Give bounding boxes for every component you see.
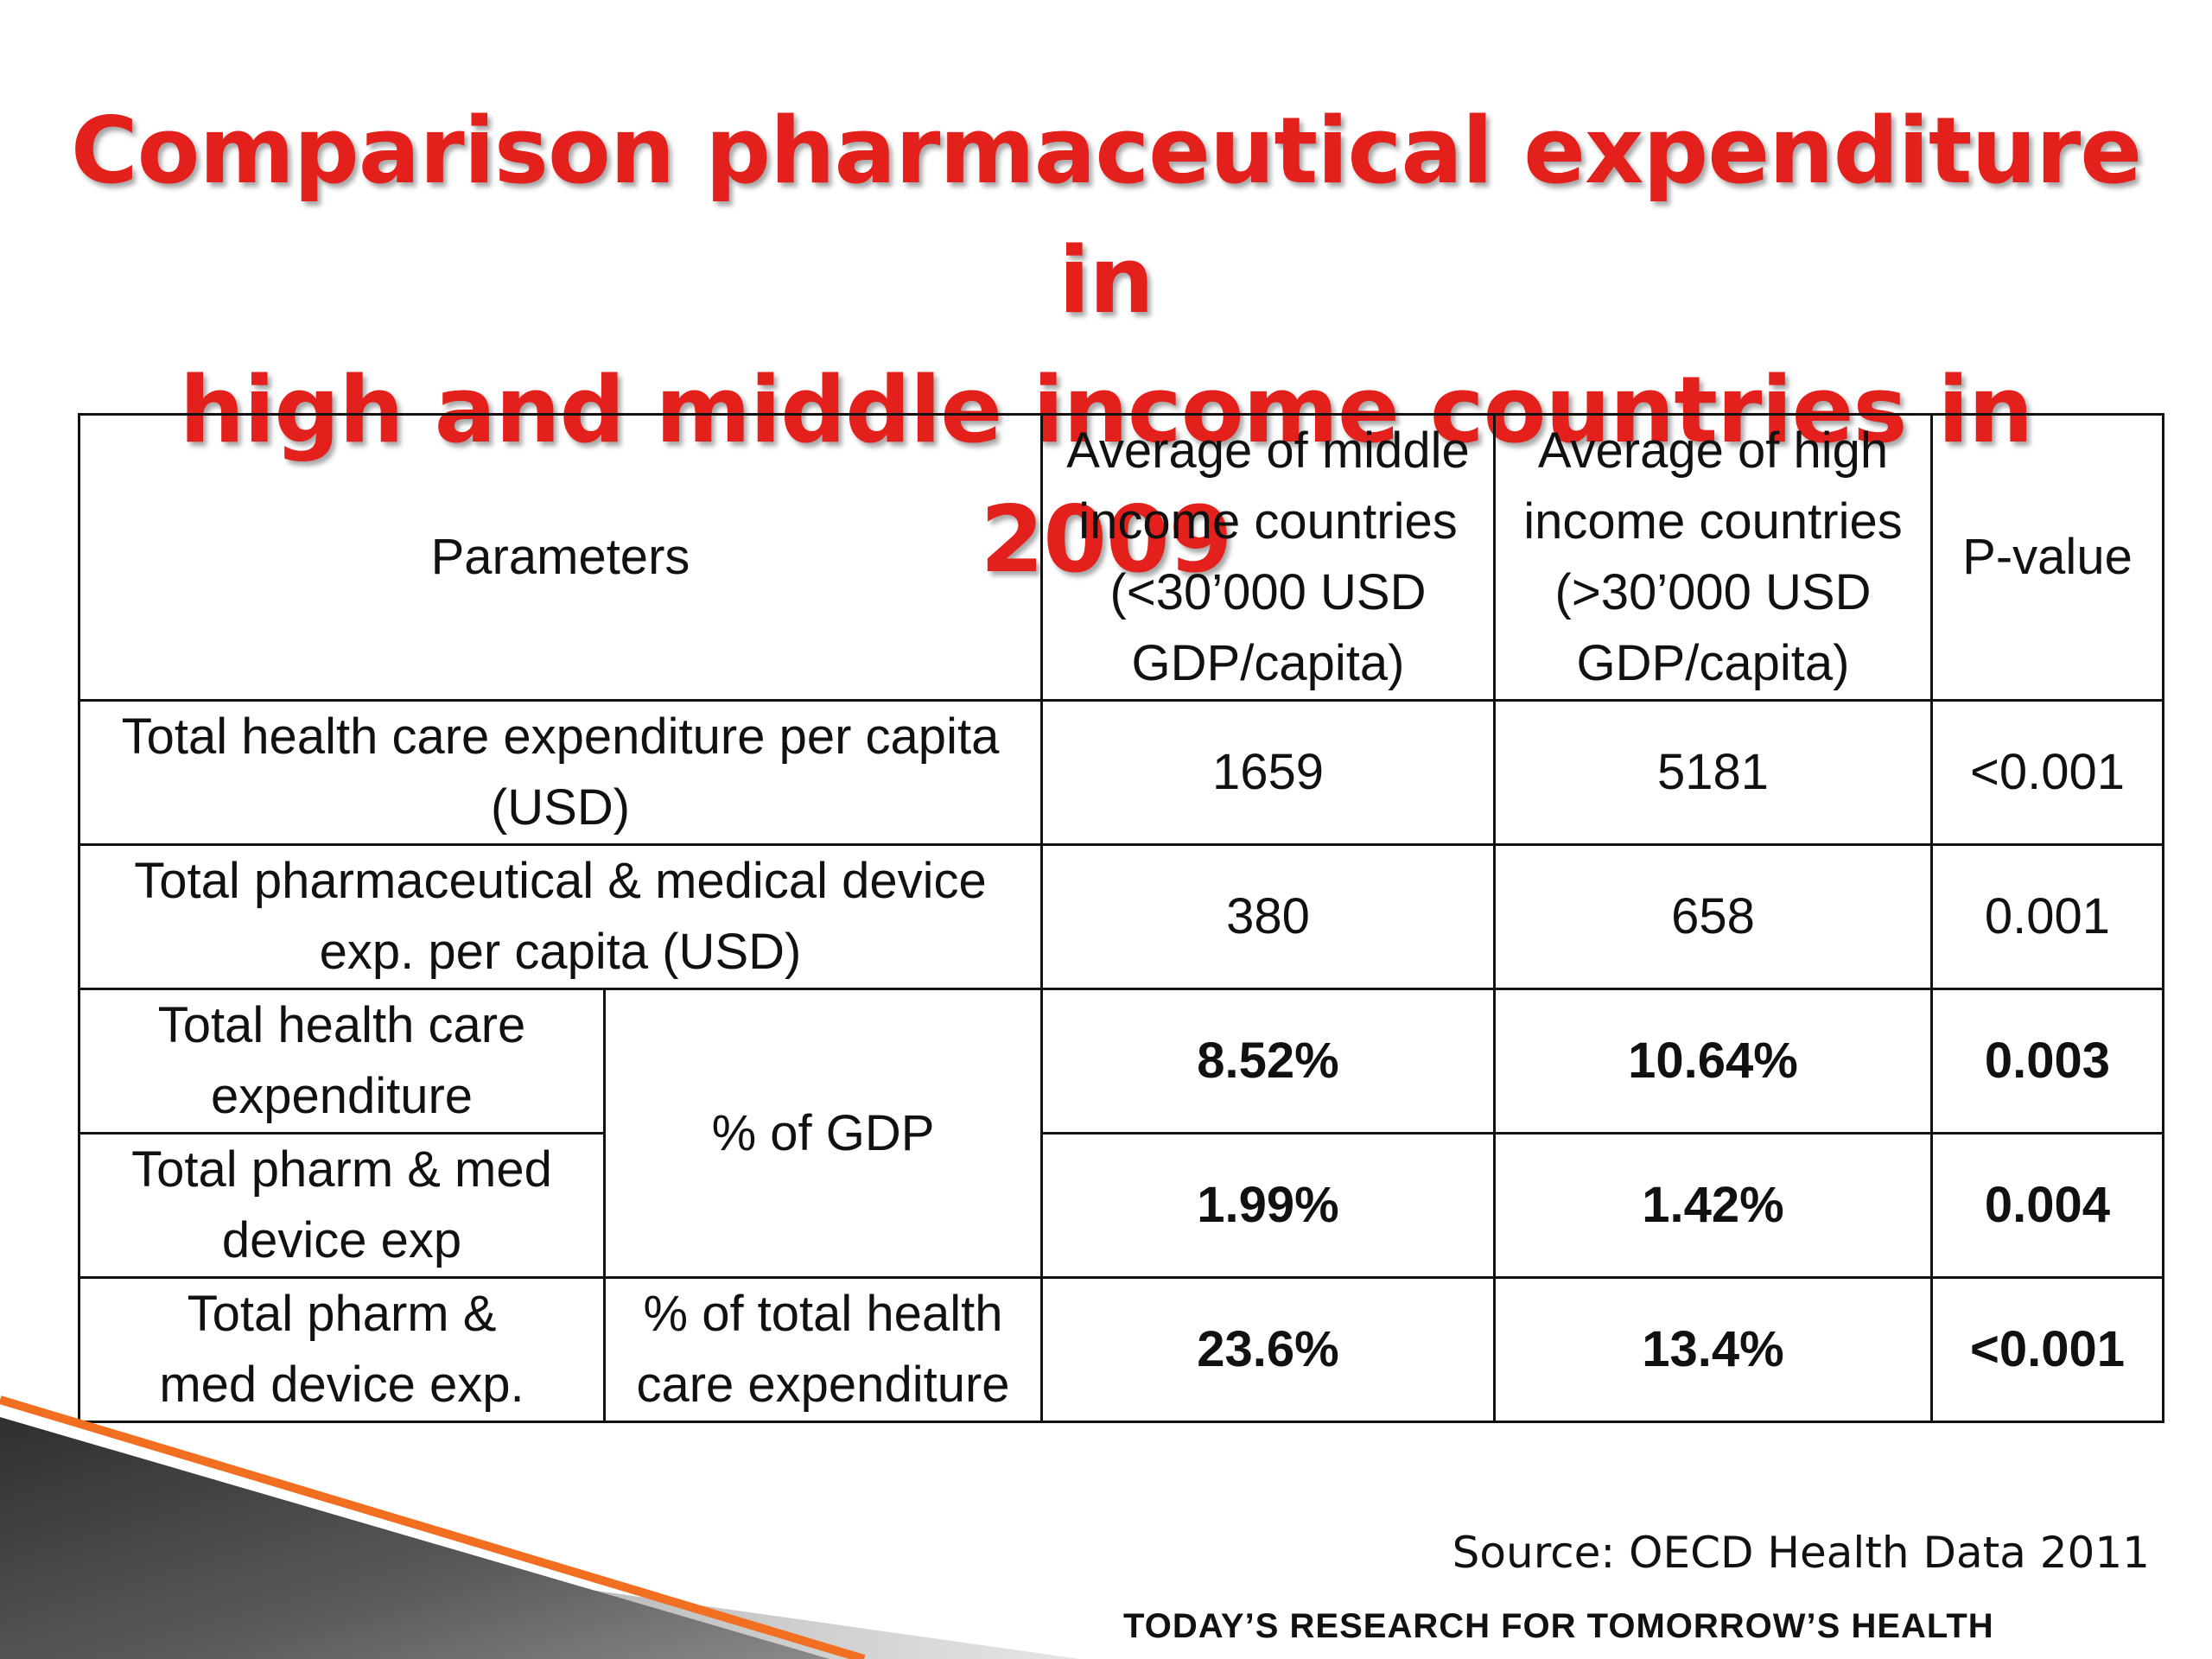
table-row: Total pharmaceutical & medical device ex…	[78, 843, 2164, 990]
cell-middle: 380	[1040, 843, 1496, 990]
header-high-line: (>30’000 USD	[1554, 564, 1872, 620]
cell-middle: 1.99%	[1040, 1132, 1496, 1279]
header-middle-line: income countries	[1078, 493, 1458, 550]
parameter-line: Total pharm & med	[131, 1141, 552, 1198]
table-header-row: Parameters Average of middle income coun…	[78, 413, 2164, 702]
cell-high: 1.42%	[1493, 1132, 1933, 1279]
row-parameter: Total pharm & med device exp.	[78, 1276, 606, 1423]
header-high-line: GDP/capita)	[1576, 635, 1850, 691]
table-row: Total pharm & med device exp. % of total…	[78, 1276, 2164, 1423]
unit-line: % of total health	[643, 1286, 1003, 1342]
row-parameter: Total pharm & med device exp	[78, 1132, 606, 1279]
source-note: Source: OECD Health Data 2011	[1452, 1528, 2150, 1578]
parameter-line: Total health care	[157, 997, 526, 1053]
row-parameter: Total health care expenditure per capita…	[78, 699, 1043, 846]
parameter-line: med device exp.	[159, 1357, 524, 1413]
cell-p-value: <0.001	[1930, 699, 2164, 846]
header-middle-line: Average of middle	[1066, 423, 1470, 479]
cell-p-value: 0.001	[1930, 843, 2164, 990]
header-high-line: Average of high	[1537, 423, 1889, 479]
header-p-value: P-value	[1930, 413, 2164, 702]
decor-orange-stripe	[0, 1395, 866, 1659]
parameter-line: Total pharm &	[187, 1286, 497, 1342]
decor-dark-wedge	[0, 1417, 830, 1659]
cell-high: 13.4%	[1493, 1276, 1933, 1423]
header-high-line: income countries	[1523, 493, 1903, 550]
cell-high: 10.64%	[1493, 988, 1933, 1135]
parameter-line: Total pharmaceutical & medical device	[134, 853, 987, 909]
table-row: Total health care expenditure % of GDP 8…	[78, 988, 2164, 1279]
header-middle-line: GDP/capita)	[1131, 635, 1405, 691]
header-middle-line: (<30’000 USD	[1109, 564, 1427, 620]
row-parameter: Total pharmaceutical & medical device ex…	[78, 843, 1043, 990]
parameter-line: Total health care expenditure per capita	[121, 709, 1000, 765]
parameter-line: expenditure	[210, 1068, 474, 1124]
table-row: Total pharm & med device exp 1.99% 1.42%…	[78, 1132, 2164, 1279]
row-parameter: Total health care expenditure	[78, 988, 606, 1135]
tagline: TODAY’S RESEARCH FOR TOMORROW’S HEALTH	[1123, 1607, 1994, 1645]
unit-line: care expenditure	[636, 1357, 1010, 1413]
header-middle-income: Average of middle income countries (<30’…	[1040, 413, 1496, 702]
header-parameters: Parameters	[78, 413, 1043, 702]
corner-decoration	[0, 1395, 1080, 1659]
parameter-line: device exp	[221, 1212, 462, 1268]
cell-p-value: 0.004	[1930, 1132, 2164, 1279]
cell-high: 5181	[1493, 699, 1933, 846]
comparison-table: Parameters Average of middle income coun…	[78, 413, 2164, 1423]
cell-unit-health: % of total health care expenditure	[603, 1276, 1043, 1423]
cell-middle: 23.6%	[1040, 1276, 1496, 1423]
cell-p-value: 0.003	[1930, 988, 2164, 1135]
parameter-line: exp. per capita (USD)	[319, 924, 802, 980]
parameter-line: (USD)	[490, 779, 631, 836]
header-high-income: Average of high income countries (>30’00…	[1493, 413, 1933, 702]
table-row: Total health care expenditure per capita…	[78, 699, 2164, 846]
cell-middle: 1659	[1040, 699, 1496, 846]
cell-unit-gdp: % of GDP	[603, 988, 1043, 1279]
cell-p-value: <0.001	[1930, 1276, 2164, 1423]
cell-high: 658	[1493, 843, 1933, 990]
cell-middle: 8.52%	[1040, 988, 1496, 1135]
title-line-1: Comparison pharmaceutical expenditure in	[70, 98, 2142, 334]
